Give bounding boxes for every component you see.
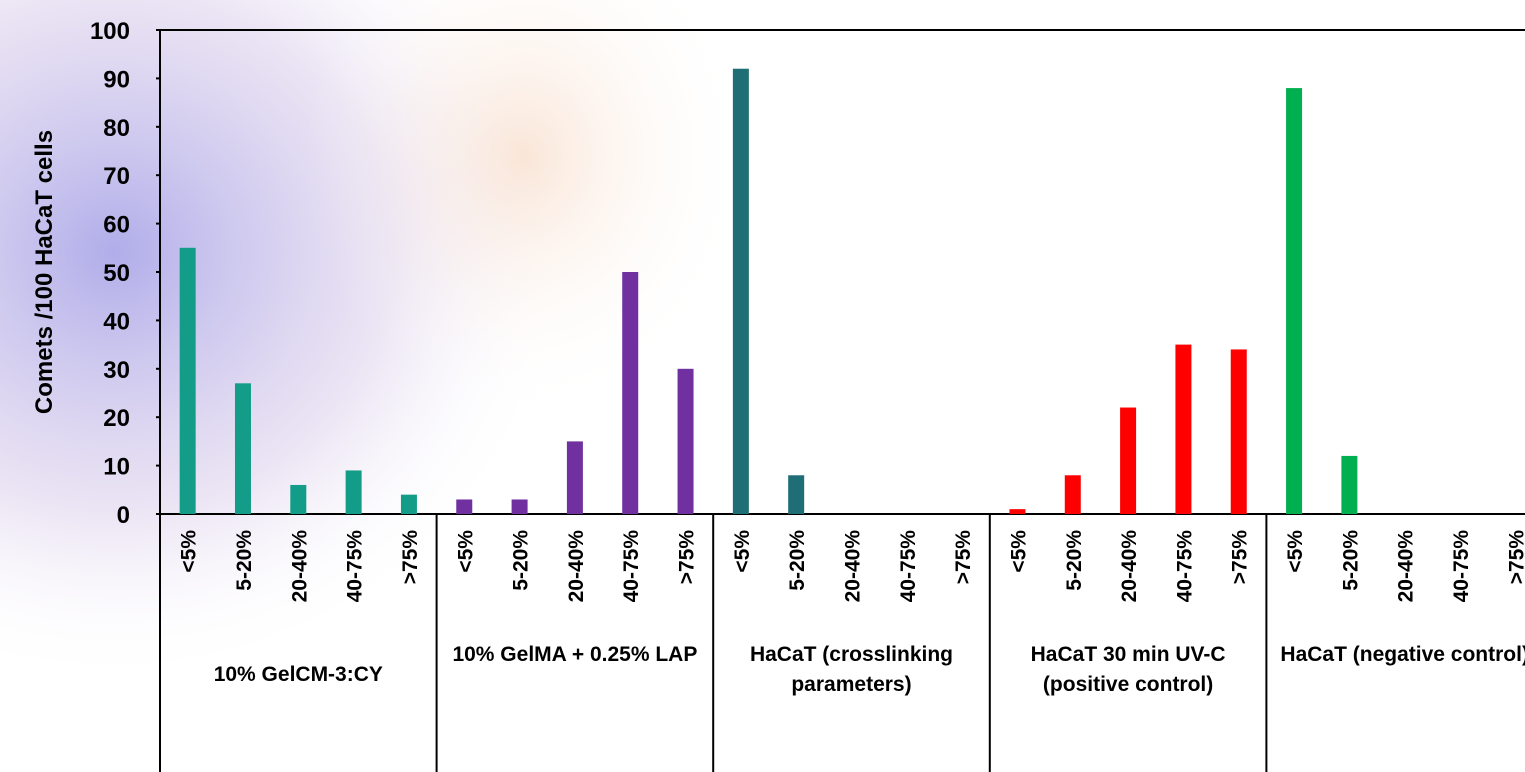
x-tick-label: >75% — [952, 530, 975, 585]
x-tick-label: >75% — [1229, 530, 1252, 585]
x-tick-label: >75% — [676, 530, 699, 585]
x-tick-label: <5% — [731, 530, 754, 573]
bar — [345, 470, 362, 514]
bar — [1230, 349, 1247, 514]
y-tick-label: 100 — [90, 18, 130, 45]
y-tick-label: 80 — [103, 115, 130, 142]
x-tick-label: <5% — [1007, 530, 1030, 573]
x-tick-label: >75% — [1505, 530, 1525, 585]
y-tick-label: 20 — [103, 405, 130, 432]
y-tick-label: 60 — [103, 212, 130, 239]
bar — [1120, 407, 1137, 514]
bar — [732, 68, 749, 514]
group-label: 10% GelCM-3:CY — [213, 663, 383, 686]
x-tick-label: >75% — [399, 530, 422, 585]
x-tick-label: <5% — [178, 530, 201, 573]
x-tick-label: 20-40% — [842, 530, 865, 603]
x-tick-label: 20-40% — [1118, 530, 1141, 603]
x-tick-label: 40-75% — [897, 530, 920, 603]
x-tick-label: 5-20% — [1063, 530, 1086, 591]
background-art — [300, 0, 750, 520]
group-label: 10% GelMA + 0.25% LAP — [452, 643, 698, 666]
bar — [677, 368, 694, 514]
bar — [400, 494, 417, 514]
group-label: HaCaT (crosslinking parameters) — [749, 643, 954, 696]
x-tick-label: 5-20% — [510, 530, 533, 591]
x-tick-label: 40-75% — [1173, 530, 1196, 603]
y-tick-label: 50 — [103, 260, 130, 287]
bar — [1341, 455, 1358, 514]
bar — [1286, 88, 1303, 514]
bar — [456, 499, 473, 514]
y-tick-label: 40 — [103, 308, 130, 335]
y-tick-label: 10 — [103, 454, 130, 481]
x-tick-label: 20-40% — [288, 530, 311, 603]
y-tick-label: 70 — [103, 163, 130, 190]
x-tick-label: 40-75% — [620, 530, 643, 603]
y-tick-label: 0 — [117, 502, 130, 529]
y-tick-label: 90 — [103, 66, 130, 93]
x-tick-label: 5-20% — [786, 530, 809, 591]
x-tick-label: 40-75% — [1450, 530, 1473, 603]
bar — [1009, 509, 1026, 514]
bar — [290, 484, 307, 514]
y-tick-label: 30 — [103, 357, 130, 384]
bar — [1064, 475, 1081, 514]
x-tick-label: 40-75% — [344, 530, 367, 603]
bar — [788, 475, 805, 514]
x-tick-label: <5% — [454, 530, 477, 573]
group-label: HaCaT 30 min UV-C (positive control) — [1030, 643, 1226, 696]
x-tick-label: 20-40% — [1395, 530, 1418, 603]
x-tick-label: <5% — [1284, 530, 1307, 573]
x-tick-label: 5-20% — [1339, 530, 1362, 591]
bar — [234, 383, 251, 514]
bar — [511, 499, 528, 514]
x-tick-label: 5-20% — [233, 530, 256, 591]
x-tick-label: 20-40% — [565, 530, 588, 603]
bar — [179, 247, 196, 515]
bar — [622, 272, 639, 514]
y-axis-label: Comets /100 HaCaT cells — [31, 130, 58, 414]
bar — [566, 441, 583, 514]
group-label: HaCaT (negative control) — [1280, 643, 1525, 666]
bar — [1175, 344, 1192, 514]
